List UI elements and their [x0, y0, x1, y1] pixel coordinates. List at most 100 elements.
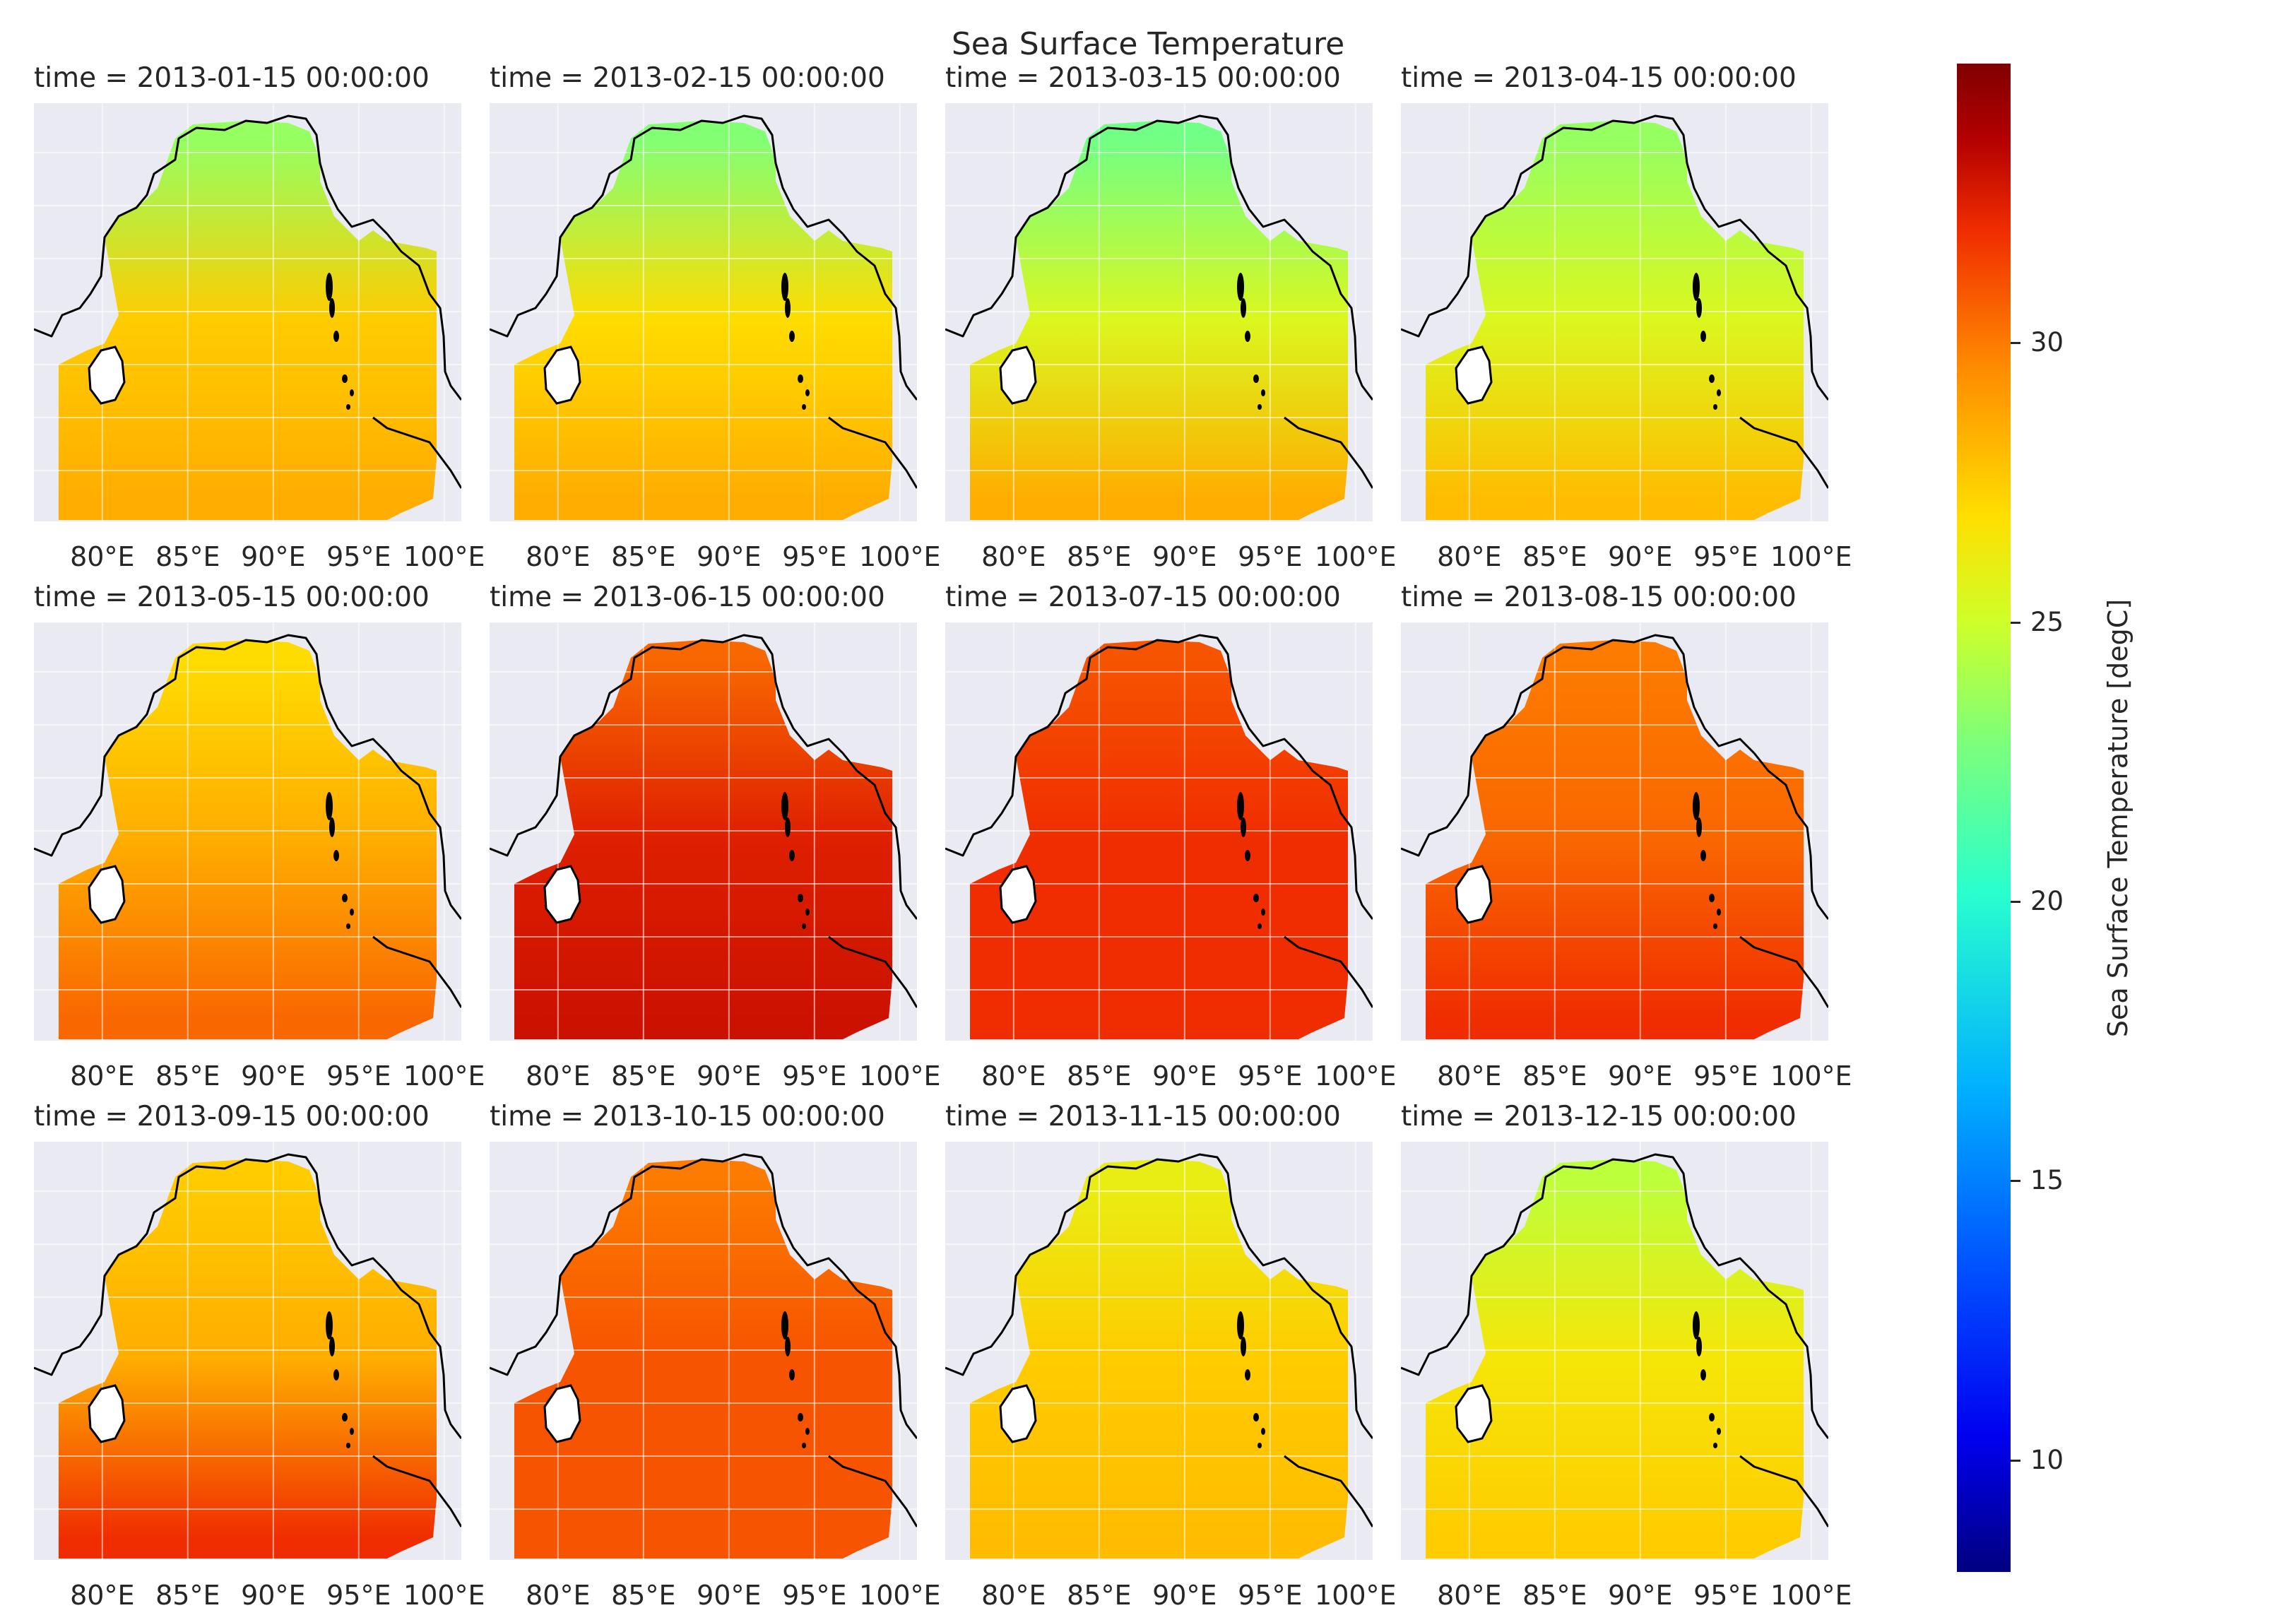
sst-map	[34, 103, 461, 521]
island	[805, 909, 810, 916]
island	[1713, 404, 1717, 410]
island	[333, 331, 339, 342]
sst-map	[34, 1142, 461, 1560]
island	[1237, 1311, 1244, 1340]
island	[1713, 923, 1717, 929]
panel-title: time = 2013-08-15 00:00:00	[1401, 581, 1797, 613]
sst-map	[1401, 1142, 1828, 1560]
island	[1245, 1369, 1250, 1380]
island	[781, 273, 788, 301]
map-panel: time = 2013-06-15 00:00:00 80°E 85°E 90°E 95…	[490, 581, 941, 1101]
island	[1717, 1428, 1721, 1435]
island	[802, 1443, 806, 1448]
x-tick-label: 85°E	[611, 1060, 676, 1092]
colorbar-tick-label: 10	[2030, 1444, 2064, 1475]
sri-lanka-landmass	[1455, 1384, 1493, 1443]
x-tick-label: 90°E	[1152, 541, 1217, 572]
coastline	[841, 233, 917, 401]
x-tick-label: 85°E	[155, 1060, 220, 1092]
island	[805, 389, 810, 396]
x-tick-label: 90°E	[697, 1060, 762, 1092]
island	[1237, 792, 1244, 820]
coastline	[1297, 752, 1373, 920]
colorbar-tick	[2011, 1180, 2020, 1183]
coastline	[34, 114, 389, 338]
sri-lanka-landmass	[999, 345, 1037, 405]
island	[1237, 273, 1244, 301]
island	[1253, 894, 1259, 902]
map-axes	[34, 103, 461, 521]
x-tick-label: 90°E	[697, 541, 762, 572]
map-panel: time = 2013-03-15 00:00:00 80°E 85°E 90°E 95…	[945, 62, 1397, 581]
x-tick-label: 85°E	[611, 541, 676, 572]
sst-field	[514, 121, 892, 520]
coastline	[386, 752, 461, 920]
x-tick-label: 100°E	[1315, 1060, 1397, 1092]
coastline	[490, 634, 844, 857]
coastline	[1297, 233, 1373, 401]
x-tick-label: 95°E	[1693, 1060, 1758, 1092]
island	[785, 817, 791, 837]
x-tick-label: 95°E	[782, 541, 847, 572]
x-tick-label: 80°E	[1437, 1580, 1502, 1611]
sst-field	[59, 121, 437, 520]
map-panel: time = 2013-10-15 00:00:00 80°E 85°E 90°E 95…	[490, 1101, 941, 1620]
island	[1696, 1337, 1702, 1356]
island	[326, 1311, 333, 1340]
island	[1261, 909, 1265, 916]
x-tick-label: 80°E	[981, 541, 1046, 572]
coastline	[1401, 634, 1756, 857]
island	[329, 817, 335, 837]
island	[1241, 298, 1246, 318]
island	[346, 1443, 350, 1448]
island	[781, 1311, 788, 1340]
island	[1241, 1337, 1246, 1356]
map-axes	[945, 622, 1373, 1041]
coastline	[1297, 1272, 1373, 1439]
island	[802, 923, 806, 929]
panel-title: time = 2013-04-15 00:00:00	[1401, 62, 1797, 94]
sri-lanka-landmass	[543, 865, 581, 924]
map-axes	[1401, 1142, 1828, 1560]
sri-lanka-landmass	[88, 865, 126, 924]
map-axes	[34, 622, 461, 1041]
sst-map	[490, 1142, 917, 1560]
island	[1700, 331, 1706, 342]
sst-field	[970, 121, 1348, 520]
island	[346, 923, 350, 929]
sst-map	[490, 622, 917, 1041]
coastline	[490, 1153, 844, 1376]
map-axes	[945, 103, 1373, 521]
coastline	[372, 935, 461, 1008]
coastline	[945, 634, 1300, 857]
coastline	[1284, 416, 1373, 489]
island	[1709, 374, 1715, 383]
colorbar-tick-label: 25	[2030, 606, 2064, 637]
colorbar	[1957, 64, 2011, 1572]
island	[1261, 389, 1265, 396]
sst-field	[970, 640, 1348, 1039]
panel-title: time = 2013-10-15 00:00:00	[490, 1101, 885, 1133]
x-tick-label: 80°E	[1437, 541, 1502, 572]
island	[1709, 894, 1715, 902]
map-axes	[1401, 103, 1828, 521]
coastline	[490, 114, 844, 338]
island	[1258, 923, 1262, 929]
x-tick-label: 100°E	[1315, 541, 1397, 572]
island	[789, 331, 795, 342]
island	[333, 850, 339, 861]
panel-title: time = 2013-03-15 00:00:00	[945, 62, 1341, 94]
x-tick-label: 80°E	[981, 1060, 1046, 1092]
x-tick-label: 85°E	[1067, 541, 1132, 572]
map-panel: time = 2013-02-15 00:00:00 80°E 85°E 90°E 95…	[490, 62, 941, 581]
island	[342, 894, 348, 902]
x-tick-label: 100°E	[1770, 1580, 1852, 1611]
map-panel: time = 2013-05-15 00:00:00 80°E 85°E 90°E 95…	[34, 581, 485, 1101]
coastline	[841, 1272, 917, 1439]
panel-title: time = 2013-02-15 00:00:00	[490, 62, 885, 94]
island	[1700, 1369, 1706, 1380]
coastline	[1284, 935, 1373, 1008]
x-tick-label: 80°E	[70, 1060, 135, 1092]
x-tick-label: 80°E	[526, 541, 591, 572]
x-tick-label: 95°E	[326, 1060, 391, 1092]
